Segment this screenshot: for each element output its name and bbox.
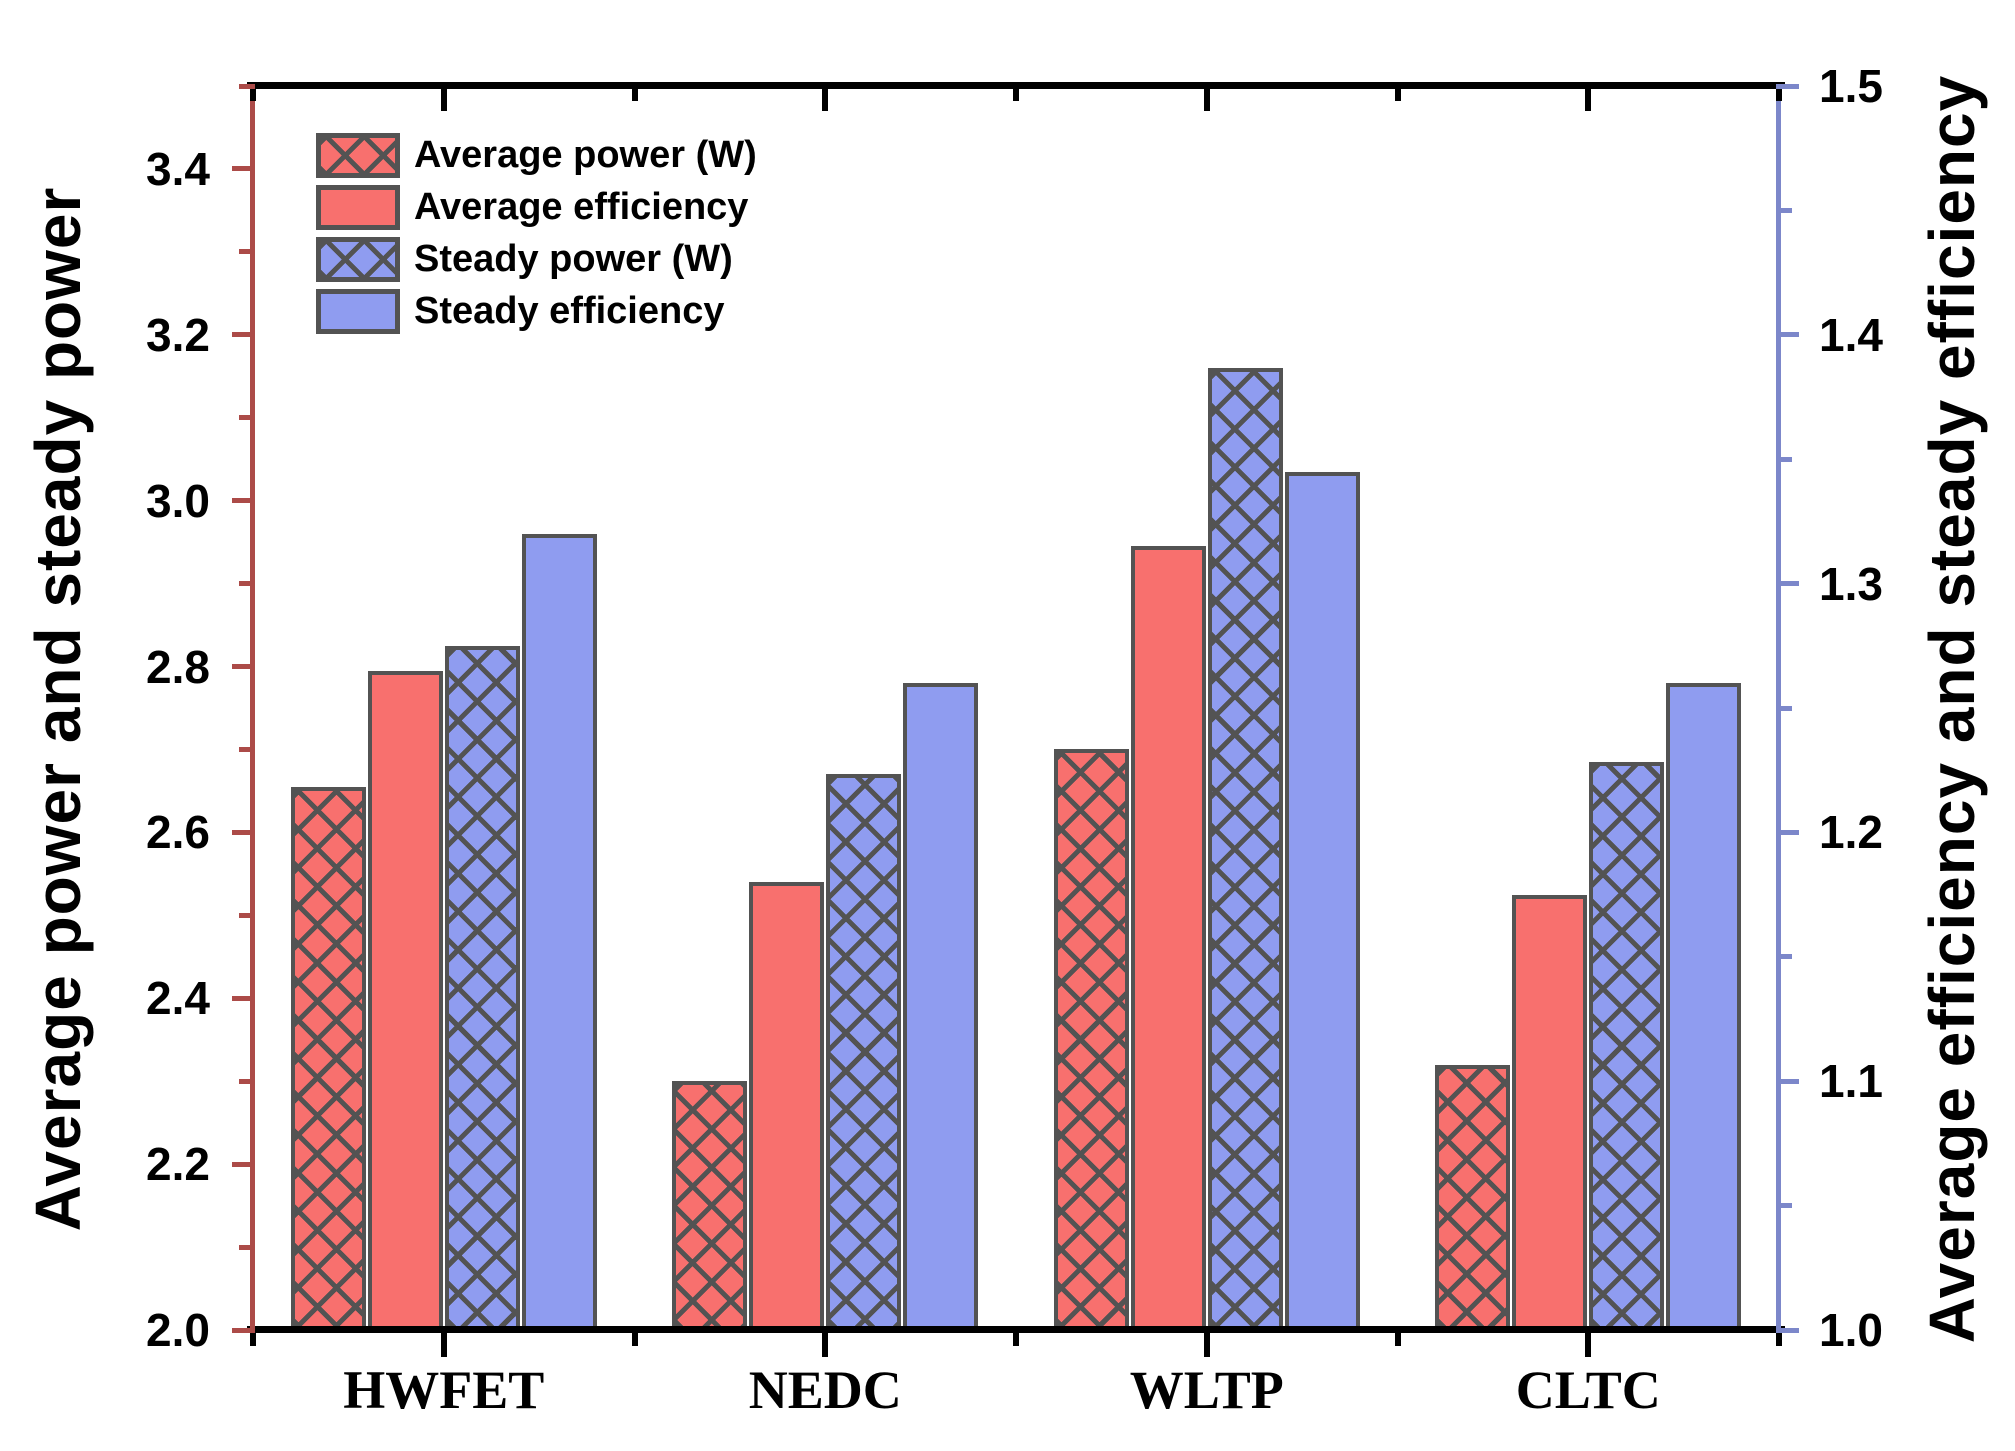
top-axis-major-tick — [822, 89, 829, 111]
legend-label: Steady efficiency — [414, 290, 725, 332]
bar-cltc-steady-efficiency — [1666, 683, 1742, 1330]
legend-label: Average efficiency — [414, 186, 749, 228]
left-axis-minor-tick — [239, 1078, 250, 1084]
bar-cltc-steady-power-w — [1589, 761, 1665, 1330]
legend-swatch-steady-efficiency — [316, 289, 400, 334]
bar-wltp-steady-power-w — [1207, 367, 1283, 1330]
left-axis-minor-tick — [239, 415, 250, 421]
right-axis-major-tick — [1781, 829, 1799, 835]
legend-item-average-efficiency: Average efficiency — [316, 185, 757, 230]
right-axis-minor-tick — [1781, 207, 1792, 213]
left-axis-major-tick — [232, 829, 250, 835]
left-axis-major-tick — [232, 1327, 250, 1333]
left-axis-tick-label: 3.2 — [146, 308, 210, 361]
category-label-cltc: CLTC — [1515, 1360, 1661, 1420]
top-axis-minor-tick — [1013, 89, 1019, 101]
left-axis-tick-label: 2.6 — [146, 806, 210, 859]
right-axis-tick-label: 1.0 — [1819, 1304, 1883, 1356]
bar-hwfet-steady-power-w — [444, 645, 520, 1330]
legend-swatch-average-power — [316, 133, 400, 178]
left-axis-tick-label: 2.0 — [146, 1304, 210, 1356]
category-label-hwfet: HWFET — [343, 1360, 545, 1420]
bar-nedc-steady-efficiency — [903, 683, 979, 1330]
left-axis-major-tick — [232, 498, 250, 504]
top-axis-minor-tick — [1776, 89, 1782, 101]
left-axis-major-tick — [232, 1161, 250, 1167]
right-axis-tick-label: 1.4 — [1819, 308, 1883, 361]
bar-nedc-steady-power-w — [826, 774, 902, 1330]
left-axis-major-tick — [232, 664, 250, 670]
category-label-nedc: NEDC — [748, 1360, 902, 1420]
bottom-axis-major-tick — [440, 1333, 447, 1357]
bar-cltc-average-efficiency — [1512, 894, 1588, 1330]
left-axis-tick-label: 3.0 — [146, 474, 210, 527]
bottom-axis-minor-tick — [1394, 1333, 1401, 1346]
legend: Average power (W) Average efficiency Ste… — [316, 133, 757, 341]
bottom-axis-minor-tick — [631, 1333, 638, 1346]
left-axis-spine — [250, 84, 255, 1346]
legend-label: Steady power (W) — [414, 238, 733, 280]
left-axis-tick-label: 2.8 — [146, 640, 210, 693]
top-axis-major-tick — [1203, 89, 1210, 111]
legend-swatch-steady-power — [316, 237, 400, 282]
legend-item-steady-efficiency: Steady efficiency — [316, 289, 757, 334]
right-axis-tick-label: 1.3 — [1819, 557, 1883, 610]
left-axis-title: Average power and steady power — [22, 186, 94, 1232]
left-axis-minor-tick — [239, 746, 250, 752]
left-axis-tick-label: 3.4 — [146, 142, 210, 195]
right-axis-major-tick — [1781, 1078, 1799, 1084]
bottom-axis-major-tick — [1585, 1333, 1592, 1357]
bar-nedc-average-power-w — [672, 1081, 748, 1330]
left-axis-tick-label: 2.4 — [146, 972, 210, 1025]
bottom-axis-minor-tick — [1776, 1333, 1782, 1346]
top-axis-major-tick — [1585, 89, 1592, 111]
top-axis-minor-tick — [250, 89, 256, 101]
legend-item-steady-power: Steady power (W) — [316, 237, 757, 282]
top-axis-minor-tick — [631, 89, 638, 101]
top-axis-minor-tick — [1394, 89, 1401, 101]
category-label-wltp: WLTP — [1129, 1360, 1284, 1420]
top-axis-line — [247, 82, 1785, 89]
right-axis-spine — [1776, 84, 1781, 1346]
right-axis-major-tick — [1781, 83, 1799, 89]
left-axis-minor-tick — [239, 1244, 250, 1250]
bar-hwfet-steady-efficiency — [521, 533, 597, 1330]
right-axis-minor-tick — [1781, 1203, 1792, 1209]
right-axis-major-tick — [1781, 1327, 1799, 1333]
left-axis-major-tick — [232, 166, 250, 172]
right-axis-minor-tick — [1781, 705, 1792, 711]
legend-swatch-average-efficiency — [316, 185, 400, 230]
bar-wltp-average-power-w — [1053, 749, 1129, 1330]
right-axis-minor-tick — [1781, 456, 1792, 462]
left-axis-minor-tick — [239, 581, 250, 587]
legend-label: Average power (W) — [414, 134, 757, 176]
right-axis-major-tick — [1781, 332, 1799, 338]
bar-cltc-average-power-w — [1435, 1064, 1511, 1330]
left-axis-minor-tick — [239, 912, 250, 918]
right-axis-minor-tick — [1781, 954, 1792, 960]
bottom-axis-major-tick — [822, 1333, 829, 1357]
bottom-axis-line — [247, 1326, 1785, 1333]
left-axis-minor-tick — [239, 83, 250, 89]
bar-hwfet-average-efficiency — [367, 670, 443, 1330]
left-axis-tick-label: 2.2 — [146, 1138, 210, 1191]
bar-wltp-steady-efficiency — [1284, 471, 1360, 1330]
right-axis-major-tick — [1781, 581, 1799, 587]
right-axis-tick-label: 1.2 — [1819, 806, 1883, 859]
left-axis-major-tick — [232, 332, 250, 338]
right-axis-tick-label: 1.1 — [1819, 1055, 1883, 1108]
bottom-axis-minor-tick — [250, 1333, 256, 1346]
bar-hwfet-average-power-w — [290, 786, 366, 1330]
left-axis-minor-tick — [239, 249, 250, 255]
legend-item-average-power: Average power (W) — [316, 133, 757, 178]
bar-wltp-average-efficiency — [1130, 546, 1206, 1330]
bottom-axis-minor-tick — [1013, 1333, 1019, 1346]
right-axis-title: Average efficiency and steady efficiency — [1916, 74, 1988, 1344]
right-axis-tick-label: 1.5 — [1819, 60, 1883, 112]
left-axis-major-tick — [232, 995, 250, 1001]
bottom-axis-major-tick — [1203, 1333, 1210, 1357]
bar-nedc-average-efficiency — [749, 882, 825, 1330]
top-axis-major-tick — [440, 89, 447, 111]
